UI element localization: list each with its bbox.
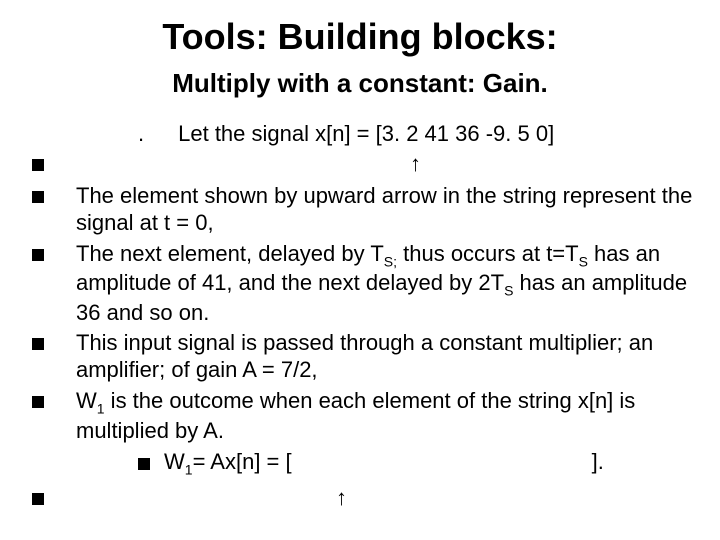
bullet-list: The element shown by upward arrow in the… — [18, 183, 702, 444]
subscript: 1 — [185, 462, 193, 478]
bullet-square-icon — [32, 191, 44, 203]
slide: Tools: Building blocks: Multiply with a … — [0, 0, 720, 540]
list-item: The next element, delayed by TS; thus oc… — [18, 241, 702, 327]
up-arrow-icon: ↑ — [336, 485, 347, 511]
list-item: This input signal is passed through a co… — [18, 330, 702, 384]
list-item: W1 is the outcome when each element of t… — [18, 388, 702, 444]
list-item: The element shown by upward arrow in the… — [18, 183, 702, 237]
arrow-line-2: ↑ — [18, 485, 702, 513]
bullet-text: This input signal is passed through a co… — [76, 330, 653, 382]
signal-line: . Let the signal x[n] = [3. 2 41 36 -9. … — [138, 121, 702, 147]
formula-line: W1= Ax[n] = []. — [18, 448, 702, 479]
text-part: is the outcome when each element of the … — [76, 388, 635, 442]
bullet-text: W1 is the outcome when each element of t… — [76, 388, 635, 442]
slide-title: Tools: Building blocks: — [18, 16, 702, 58]
text-part: thus occurs at t=T — [397, 241, 579, 266]
signal-text: Let the signal x[n] = [3. 2 41 36 -9. 5 … — [178, 121, 554, 146]
arrow-line-1: ↑ — [18, 151, 702, 177]
formula-text: W1= Ax[n] = [ — [164, 449, 292, 474]
text-part: W — [164, 449, 185, 474]
subscript: S; — [384, 253, 397, 269]
subscript: S — [579, 253, 588, 269]
bullet-square-icon — [32, 338, 44, 350]
bullet-square-icon — [32, 396, 44, 408]
formula-close: ]. — [592, 449, 604, 474]
text-part: = Ax[n] = [ — [193, 449, 292, 474]
slide-subtitle: Multiply with a constant: Gain. — [18, 68, 702, 99]
text-part: W — [76, 388, 97, 413]
bullet-square-icon — [138, 458, 150, 470]
text-part: The next element, delayed by T — [76, 241, 384, 266]
bullet-square-icon — [32, 493, 44, 505]
bullet-square-icon — [32, 249, 44, 261]
subscript: 1 — [97, 400, 105, 416]
bullet-text: The next element, delayed by TS; thus oc… — [76, 241, 687, 325]
signal-dot: . — [138, 121, 172, 147]
bullet-text: The element shown by upward arrow in the… — [76, 183, 692, 235]
up-arrow-icon: ↑ — [410, 151, 421, 177]
bullet-square-icon — [32, 159, 44, 171]
